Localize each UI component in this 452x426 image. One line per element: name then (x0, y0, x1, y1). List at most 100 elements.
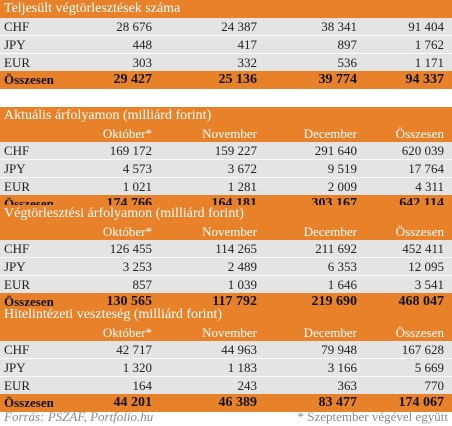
cell-december: 6 353 (327, 259, 357, 274)
total-oktober: 130 565 (106, 294, 153, 309)
cell-oktober: 4 573 (122, 161, 152, 176)
total-osszesen: 468 047 (398, 294, 445, 309)
table-row-eur: EUR 857 1 039 1 646 3 541 (0, 276, 452, 293)
cell-osszesen: 1 171 (414, 55, 444, 70)
section-title: Aktuális árfolyamon (milliárd forint) (0, 107, 452, 125)
cell-osszesen: 4 311 (415, 179, 444, 194)
table-row-chf: CHF 126 455 114 265 211 692 452 411 (0, 240, 452, 257)
row-label: CHF (4, 19, 30, 34)
cell-december: 363 (337, 378, 358, 393)
section-vegtorlesztesi-arfolyamon: Végtörlesztési árfolyamon (milliárd fori… (0, 205, 452, 311)
cell-osszesen: 12 095 (408, 259, 444, 274)
cell-december: 2 009 (327, 179, 357, 194)
cell-osszesen: 620 039 (401, 143, 444, 158)
row-label: CHF (4, 143, 30, 158)
section-aktualis-arfolyamon: Aktuális árfolyamon (milliárd forint) Ok… (0, 107, 452, 213)
cell-december: 211 692 (315, 241, 357, 256)
cell-osszesen: 3 541 (414, 277, 444, 292)
cell-december: 1 646 (327, 277, 357, 292)
total-osszesen: 94 337 (405, 72, 445, 87)
column-header-row: Október* November December Összesen (0, 125, 452, 142)
section-vegtorlesztesek-szama: Teljesült végtörlesztések száma CHF 28 6… (0, 0, 452, 89)
table-row-eur: EUR 1 021 1 281 2 009 4 311 (0, 178, 452, 195)
cell-oktober: 164 (132, 378, 153, 393)
row-label: EUR (4, 277, 30, 292)
section-hitelintezeti-veszteseg: Hitelintézeti veszteség (milliárd forint… (0, 306, 452, 412)
footer: Forrás: PSZÁF, Portfolio.hu * Szeptember… (0, 408, 452, 426)
total-november: 117 792 (212, 294, 257, 309)
header-oktober: Október* (102, 126, 152, 141)
total-label: Összesen (4, 72, 54, 87)
cell-december: 536 (337, 55, 358, 70)
cell-december: 38 341 (321, 19, 357, 34)
table-row-eur: EUR 164 243 363 770 (0, 377, 452, 394)
row-label: JPY (4, 161, 26, 176)
cell-osszesen: 1 762 (414, 37, 444, 52)
total-oktober: 29 427 (113, 72, 153, 87)
total-label: Összesen (4, 395, 54, 410)
cell-november: 332 (237, 55, 258, 70)
cell-december: 897 (337, 37, 358, 52)
cell-november: 2 489 (227, 259, 257, 274)
cell-december: 9 519 (327, 161, 357, 176)
footnote: * Szeptember végével együtt (297, 409, 448, 424)
header-november: November (202, 325, 257, 340)
cell-november: 1 183 (227, 360, 257, 375)
table-row-chf: CHF 42 717 44 963 79 948 167 628 (0, 341, 452, 358)
column-header-row: Október* November December Összesen (0, 223, 452, 240)
cell-oktober: 3 253 (122, 259, 152, 274)
cell-november: 417 (237, 37, 258, 52)
header-december: December (303, 325, 357, 340)
cell-november: 243 (237, 378, 258, 393)
cell-oktober: 169 172 (109, 143, 152, 158)
table-row-jpy: JPY 448 417 897 1 762 (0, 36, 452, 53)
header-osszesen: Összesen (395, 126, 444, 141)
cell-oktober: 857 (132, 277, 153, 292)
total-december: 83 477 (318, 395, 358, 410)
cell-oktober: 303 (132, 55, 153, 70)
header-oktober: Október* (102, 325, 152, 340)
cell-december: 79 948 (321, 342, 357, 357)
table-row-jpy: JPY 3 253 2 489 6 353 12 095 (0, 258, 452, 275)
total-november: 46 389 (218, 395, 258, 410)
cell-november: 44 963 (221, 342, 257, 357)
header-oktober: Október* (102, 224, 152, 239)
row-label: CHF (4, 342, 30, 357)
table-row-jpy: JPY 1 320 1 183 3 166 5 669 (0, 359, 452, 376)
total-november: 25 136 (218, 72, 258, 87)
cell-november: 1 039 (227, 277, 257, 292)
cell-oktober: 28 676 (116, 19, 152, 34)
header-november: November (202, 224, 257, 239)
total-oktober: 44 201 (113, 395, 153, 410)
cell-osszesen: 452 411 (402, 241, 444, 256)
total-osszesen: 174 067 (398, 395, 445, 410)
total-label: Összesen (4, 294, 54, 309)
total-december: 219 690 (311, 294, 358, 309)
source-note: Forrás: PSZÁF, Portfolio.hu (4, 409, 154, 424)
row-label: EUR (4, 378, 30, 393)
row-label: CHF (4, 241, 30, 256)
table-row-chf: CHF 28 676 24 387 38 341 91 404 (0, 18, 452, 35)
header-osszesen: Összesen (395, 224, 444, 239)
cell-november: 114 265 (215, 241, 257, 256)
row-label: JPY (4, 37, 26, 52)
total-december: 39 774 (318, 72, 358, 87)
total-row: Összesen 29 427 25 136 39 774 94 337 (0, 71, 452, 89)
cell-osszesen: 91 404 (408, 19, 444, 34)
cell-november: 159 227 (214, 143, 257, 158)
header-november: November (202, 126, 257, 141)
header-december: December (303, 126, 357, 141)
cell-november: 24 387 (221, 19, 257, 34)
cell-oktober: 126 455 (109, 241, 152, 256)
cell-oktober: 448 (132, 37, 153, 52)
total-row: Összesen 44 201 46 389 83 477 174 067 (0, 394, 452, 412)
table-row-jpy: JPY 4 573 3 672 9 519 17 764 (0, 160, 452, 177)
cell-november: 3 672 (227, 161, 257, 176)
cell-osszesen: 770 (424, 378, 445, 393)
cell-oktober: 1 320 (122, 360, 152, 375)
header-december: December (303, 224, 357, 239)
section-title: Végtörlesztési árfolyamon (milliárd fori… (0, 205, 452, 223)
cell-osszesen: 17 764 (408, 161, 444, 176)
cell-osszesen: 167 628 (401, 342, 444, 357)
